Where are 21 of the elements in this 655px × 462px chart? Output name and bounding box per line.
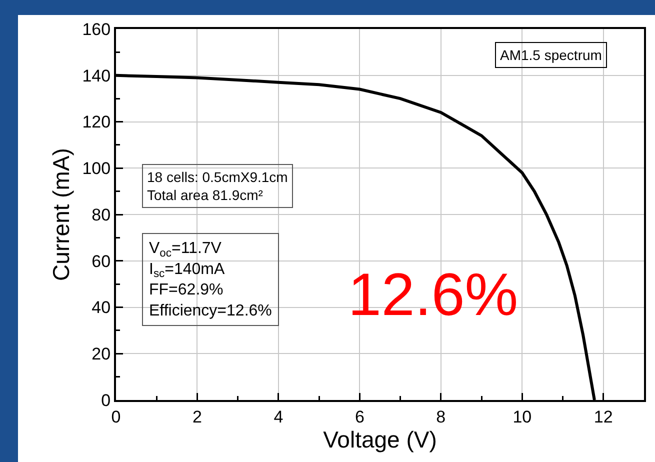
annotation: V$_{oc}$=11.7V I$_{sc}$=140mA FF=62.9% Efficiency=12.6% bbox=[149, 240, 272, 320]
y-tick-label: 0 bbox=[101, 390, 111, 410]
x-tick-label: 4 bbox=[274, 407, 284, 426]
y-tick-label: 140 bbox=[82, 66, 111, 86]
x-tick-label: 6 bbox=[354, 407, 364, 426]
x-tick-label: 12 bbox=[594, 407, 613, 426]
y-tick-label: 160 bbox=[82, 20, 111, 39]
x-tick-label: 8 bbox=[436, 407, 446, 426]
y-tick-label: 60 bbox=[92, 252, 111, 271]
y-axis-title: Current (mA) bbox=[48, 148, 74, 281]
y-tick-label: 20 bbox=[92, 344, 111, 364]
x-tick-label: 10 bbox=[512, 407, 532, 426]
annotation: 12.6% bbox=[348, 261, 518, 328]
annotation: 18 cells: 0.5cmX9.1cm Total area 81.9cm² bbox=[147, 169, 288, 204]
annotation: AM1.5 spectrum bbox=[500, 47, 602, 63]
x-axis-title: Voltage (V) bbox=[323, 426, 437, 452]
y-tick-label: 80 bbox=[92, 205, 111, 224]
x-tick-label: 2 bbox=[192, 407, 202, 426]
y-tick-label: 40 bbox=[92, 298, 111, 318]
y-tick-label: 100 bbox=[82, 159, 111, 178]
y-tick-label: 120 bbox=[82, 112, 111, 132]
